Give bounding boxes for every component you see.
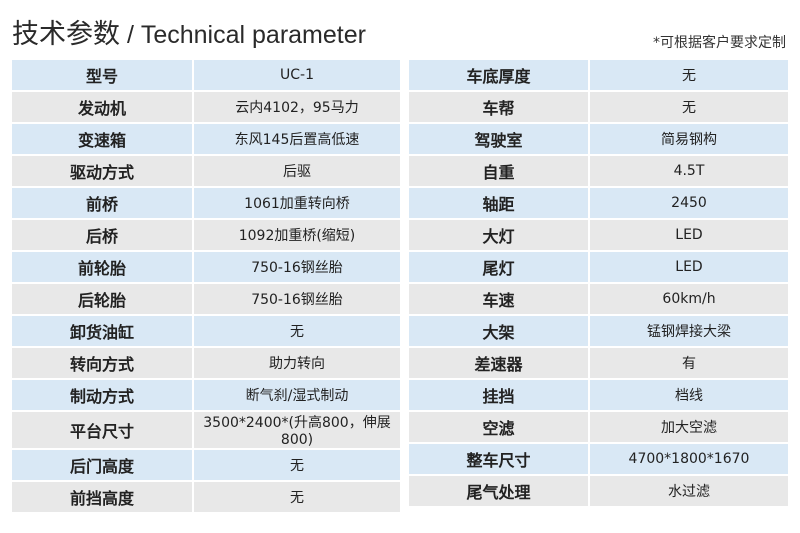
table-row: 挂挡 档线 [409, 380, 788, 412]
param-name: 型号 [12, 60, 194, 92]
table-row: 差速器有 [409, 348, 788, 380]
param-name: 车帮 [409, 92, 590, 124]
param-name: 大灯 [409, 220, 590, 252]
table-row: 后桥 1092加重桥(缩短) [12, 220, 400, 252]
table-row: 尾灯 LED [409, 252, 788, 284]
param-value: 1092加重桥(缩短) [194, 220, 400, 252]
param-name: 后轮胎 [12, 284, 194, 316]
param-value: 东风145后置高低速 [194, 124, 400, 156]
table-row: 尾气处理 水过滤 [409, 476, 788, 508]
table-row: 驾驶室 简易钢构 [409, 124, 788, 156]
param-value: 无 [194, 316, 400, 348]
param-name: 发动机 [12, 92, 194, 124]
param-name: 变速箱 [12, 124, 194, 156]
table-row: 驱动方式 后驱 [12, 156, 400, 188]
spec-table-left: 型号 UC-1 发动机 云内4102，95马力 变速箱 东风145后置高低速 驱动方式 后驱前… [12, 60, 400, 514]
param-name: 自重 [409, 156, 590, 188]
param-name: 后桥 [12, 220, 194, 252]
param-value: LED [590, 220, 788, 252]
param-value: 1061加重转向桥 [194, 188, 400, 220]
table-row: 前挡高度无 [12, 482, 400, 514]
customization-note: *可根据客户要求定制 [653, 35, 786, 51]
table-row: 变速箱 东风145后置高低速 [12, 124, 400, 156]
page-title: 技术参数 / Technical parameter [12, 12, 366, 51]
table-row: 轴距 2450 [409, 188, 788, 220]
table-row: 车底厚度无 [409, 60, 788, 92]
param-name: 大架 [409, 316, 590, 348]
table-row: 自重 4.5T [409, 156, 788, 188]
param-name: 驾驶室 [409, 124, 590, 156]
table-row: 整车尺寸 4700*1800*1670 [409, 444, 788, 476]
param-value: 有 [590, 348, 788, 380]
param-value: 750-16钢丝胎 [194, 252, 400, 284]
param-value: 4.5T [590, 156, 788, 188]
table-row: 型号 UC-1 [12, 60, 400, 92]
table-row: 后门高度无 [12, 450, 400, 482]
param-name: 空滤 [409, 412, 590, 444]
param-value: 无 [194, 482, 400, 514]
param-name: 前桥 [12, 188, 194, 220]
title-cn: 技术参数 [12, 19, 120, 50]
param-value: LED [590, 252, 788, 284]
param-name: 差速器 [409, 348, 590, 380]
param-name: 尾气处理 [409, 476, 590, 508]
param-name: 整车尺寸 [409, 444, 590, 476]
param-value: 2450 [590, 188, 788, 220]
table-row: 前桥 1061加重转向桥 [12, 188, 400, 220]
param-value: 无 [590, 60, 788, 92]
param-value: 后驱 [194, 156, 400, 188]
table-row: 后轮胎 750-16钢丝胎 [12, 284, 400, 316]
title-en: Technical parameter [140, 21, 366, 49]
param-value: 3500*2400*(升高800，伸展800) [194, 412, 400, 450]
table-row: 前轮胎 750-16钢丝胎 [12, 252, 400, 284]
param-name: 平台尺寸 [12, 412, 194, 450]
param-value: 60km/h [590, 284, 788, 316]
param-name: 挂挡 [409, 380, 590, 412]
param-name: 车速 [409, 284, 590, 316]
param-value: 加大空滤 [590, 412, 788, 444]
param-name: 制动方式 [12, 380, 194, 412]
param-value: 750-16钢丝胎 [194, 284, 400, 316]
spec-table-right: 车底厚度无车帮无驾驶室 简易钢构 自重 4.5T 轴距 2450 大灯 LED 尾灯 LED 车速 6… [409, 60, 788, 508]
table-row: 转向方式 助力转向 [12, 348, 400, 380]
table-row: 大架 锰钢焊接大梁 [409, 316, 788, 348]
param-name: 前轮胎 [12, 252, 194, 284]
param-value: 助力转向 [194, 348, 400, 380]
table-row: 卸货油缸无 [12, 316, 400, 348]
table-row: 发动机 云内4102，95马力 [12, 92, 400, 124]
table-row: 平台尺寸 3500*2400*(升高800，伸展800) [12, 412, 400, 450]
param-value: 档线 [590, 380, 788, 412]
param-name: 后门高度 [12, 450, 194, 482]
param-value: 4700*1800*1670 [590, 444, 788, 476]
table-row: 车速 60km/h [409, 284, 788, 316]
param-value: 无 [194, 450, 400, 482]
param-value: 简易钢构 [590, 124, 788, 156]
param-name: 前挡高度 [12, 482, 194, 514]
param-name: 尾灯 [409, 252, 590, 284]
param-name: 车底厚度 [409, 60, 590, 92]
param-name: 卸货油缸 [12, 316, 194, 348]
table-row: 制动方式 断气刹/湿式制动 [12, 380, 400, 412]
param-name: 轴距 [409, 188, 590, 220]
table-row: 空滤 加大空滤 [409, 412, 788, 444]
param-value: 无 [590, 92, 788, 124]
param-value: 云内4102，95马力 [194, 92, 400, 124]
param-value: 水过滤 [590, 476, 788, 508]
param-name: 驱动方式 [12, 156, 194, 188]
param-value: 断气刹/湿式制动 [194, 380, 400, 412]
param-value: UC-1 [194, 60, 400, 92]
table-row: 车帮无 [409, 92, 788, 124]
title-separator: / [120, 21, 141, 49]
param-value: 锰钢焊接大梁 [590, 316, 788, 348]
table-row: 大灯 LED [409, 220, 788, 252]
param-name: 转向方式 [12, 348, 194, 380]
